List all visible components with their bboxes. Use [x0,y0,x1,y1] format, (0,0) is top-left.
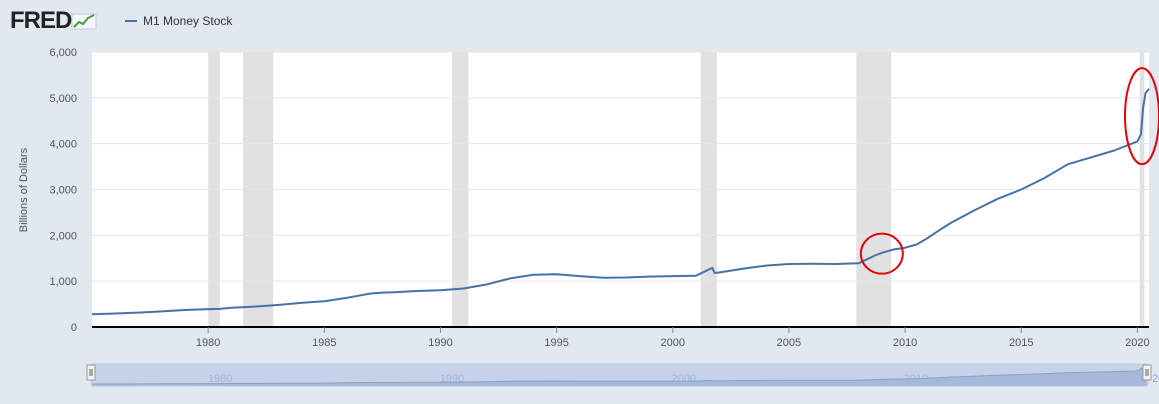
navigator-tick-label: 20 [1152,373,1159,385]
series-m1-money-stock[interactable] [91,88,1150,316]
y-axis-ticks: 0 1,000 2,000 3,000 4,000 5,000 6,000 [49,47,77,334]
y-tick-label: 1,000 [49,276,77,288]
navigator-handle-left[interactable] [86,364,96,381]
x-axis-ticks: 1980 1985 1990 1995 2000 2005 2010 2015 2020 [196,327,1150,349]
x-tick-label: 2015 [1009,337,1033,349]
legend-label: M1 Money Stock [143,14,233,28]
x-tick-label: 1985 [312,337,336,349]
annotation-circle [1124,67,1159,166]
x-tick-label: 1995 [544,337,568,349]
navigator-handle-right[interactable] [1142,364,1152,381]
y-tick-label: 5,000 [49,93,77,105]
x-tick-label: 2005 [777,337,801,349]
series-legend[interactable]: M1 Money Stock [125,14,232,28]
sparkline-icon [71,13,97,30]
y-tick-label: 3,000 [49,185,77,197]
y-tick-label: 4,000 [49,139,77,151]
x-tick-label: 2020 [1125,337,1149,349]
x-tick-label: 2000 [661,337,685,349]
series-line [91,88,1150,316]
legend-swatch [125,20,137,22]
x-tick-label: 1980 [196,337,220,349]
gridlines [92,51,1149,282]
x-tick-label: 1990 [428,337,452,349]
annotations [859,67,1159,275]
y-tick-label: 2,000 [49,230,77,242]
annotation-circle [859,232,904,275]
navigator-selection[interactable] [91,363,1148,387]
x-tick-label: 2010 [893,337,917,349]
y-tick-label: 6,000 [49,47,77,59]
y-tick-label: 0 [71,322,77,334]
fred-logo[interactable]: FRED [10,7,97,35]
fred-logo-text: FRED [10,7,72,34]
y-axis-label: Billions of Dollars [18,147,30,232]
chart-header: FRED M1 Money Stock [0,0,1159,42]
